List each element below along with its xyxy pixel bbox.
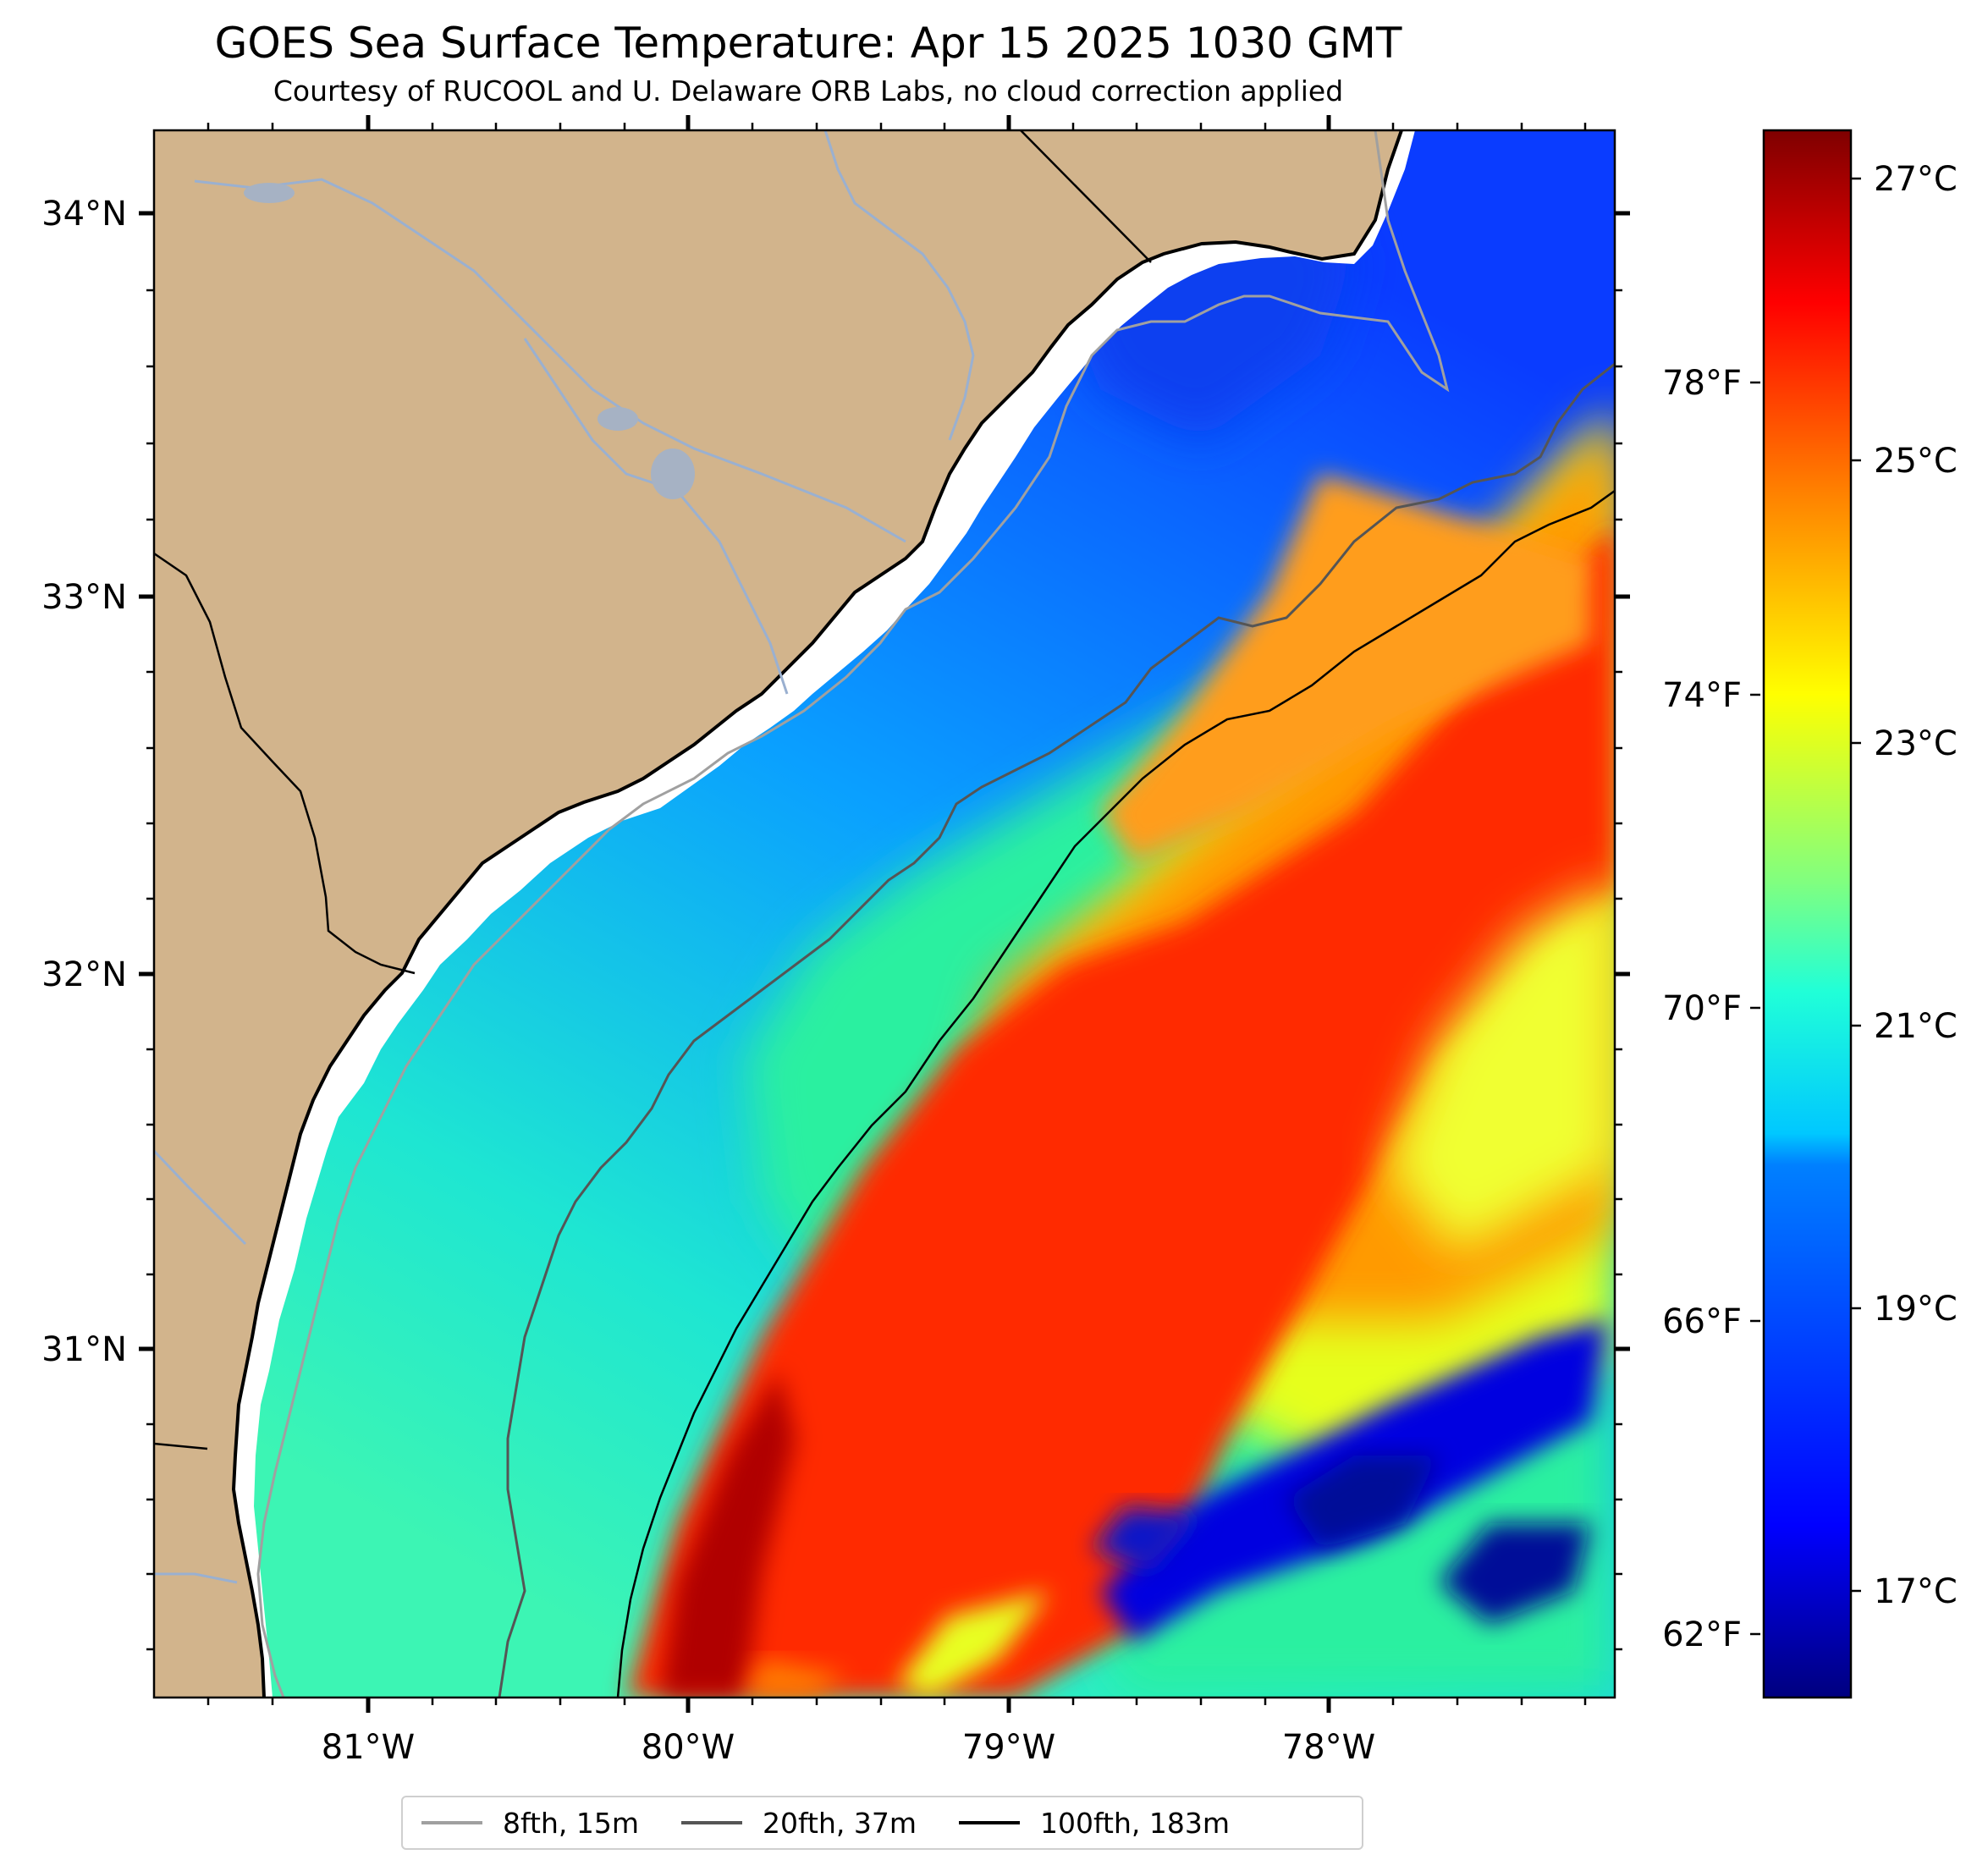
legend-label: 8fth, 15m — [503, 1806, 640, 1840]
legend-swatch — [681, 1821, 743, 1824]
latitude-labels: 34°N 33°N 32°N 31°N — [41, 195, 127, 1369]
lon-label: 81°W — [322, 1728, 415, 1767]
legend-item-20fth: 20fth, 37m — [681, 1807, 917, 1840]
c-tick-label: 27°C — [1874, 160, 1958, 199]
c-tick-label: 25°C — [1874, 442, 1958, 481]
c-tick-label: 23°C — [1874, 724, 1958, 763]
legend-swatch — [421, 1821, 482, 1824]
lat-label: 34°N — [41, 195, 127, 234]
major-ticks — [139, 115, 1630, 1713]
contour-20fth — [498, 362, 1615, 1698]
coastal-no-data — [234, 130, 1415, 1698]
coastline — [231, 130, 1403, 1698]
legend: 8fth, 15m 20fth, 37m 100fth, 183m — [401, 1796, 1363, 1850]
legend-label: 100fth, 183m — [1040, 1806, 1231, 1840]
land-mass — [154, 130, 1402, 1698]
legend-item-100fth: 100fth, 183m — [959, 1807, 1230, 1840]
lat-label: 31°N — [41, 1330, 127, 1369]
fahrenheit-labels: 78°F 74°F 70°F 66°F 62°F — [1662, 364, 1742, 1654]
lon-label: 79°W — [962, 1728, 1055, 1767]
chart-title: GOES Sea Surface Temperature: Apr 15 202… — [214, 19, 1402, 68]
sst-field — [626, 186, 1615, 1698]
legend-item-8fth: 8fth, 15m — [421, 1807, 639, 1840]
celsius-labels: 27°C 25°C 23°C 21°C 19°C 17°C — [1874, 160, 1958, 1611]
f-tick-label: 74°F — [1662, 676, 1742, 715]
state-borders — [154, 130, 1152, 1450]
c-tick-label: 17°C — [1874, 1572, 1958, 1611]
celsius-ticks — [1851, 177, 1861, 1593]
legend-label: 20fth, 37m — [763, 1806, 917, 1840]
map-frame — [152, 129, 1616, 1699]
chart-subtitle: Courtesy of RUCOOL and U. Delaware ORB L… — [273, 74, 1344, 107]
lon-label: 80°W — [642, 1728, 735, 1767]
lat-label: 32°N — [41, 955, 127, 994]
f-tick-label: 70°F — [1662, 989, 1742, 1028]
legend-swatch — [959, 1821, 1021, 1824]
c-tick-label: 19°C — [1874, 1290, 1958, 1329]
minor-ticks — [146, 123, 1622, 1705]
contour-100fth — [616, 489, 1615, 1698]
lat-label: 33°N — [41, 578, 127, 617]
fahrenheit-ticks — [1750, 381, 1760, 1636]
f-tick-label: 66°F — [1662, 1302, 1742, 1341]
longitude-labels: 81°W 80°W 79°W 78°W — [322, 1728, 1375, 1767]
contour-8fth — [256, 130, 1450, 1698]
f-tick-label: 62°F — [1662, 1615, 1742, 1654]
reservoir — [651, 448, 695, 499]
colorbar — [1762, 129, 1853, 1699]
map-area — [154, 130, 1615, 1698]
lon-label: 78°W — [1282, 1728, 1375, 1767]
lake — [244, 183, 295, 203]
c-tick-label: 21°C — [1874, 1007, 1958, 1046]
f-tick-label: 78°F — [1662, 364, 1742, 403]
reservoir — [598, 407, 638, 431]
